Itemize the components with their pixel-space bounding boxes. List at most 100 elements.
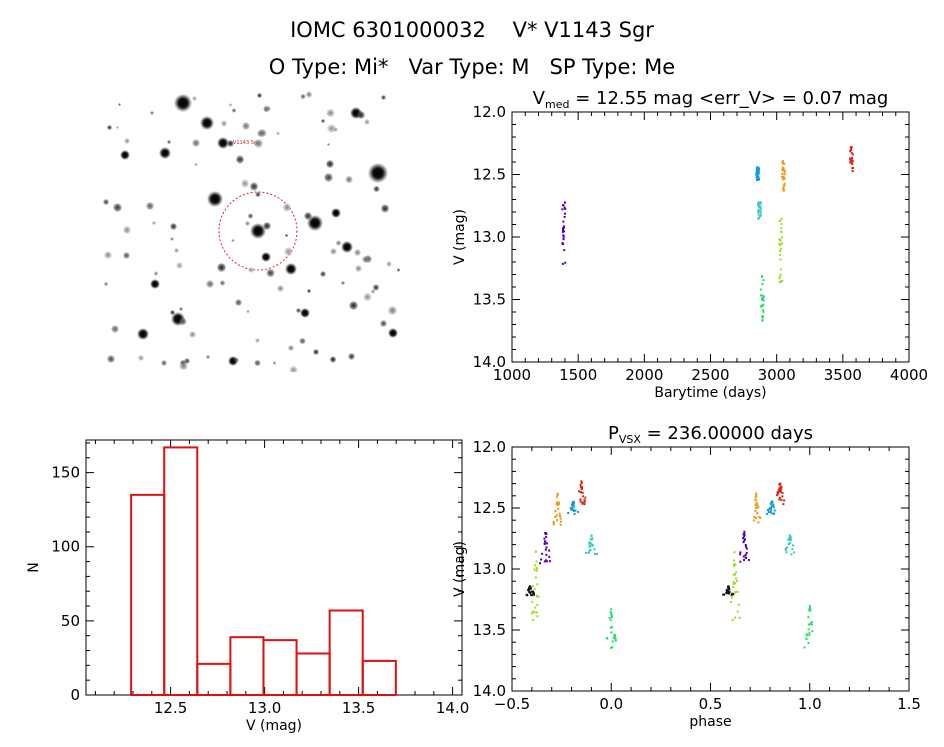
ph-point: [530, 612, 533, 615]
ph-point: [577, 510, 580, 513]
ph-point: [757, 521, 760, 524]
ph-point: [560, 520, 563, 523]
ph-point: [581, 502, 584, 505]
star: [387, 306, 397, 316]
lc-point: [563, 212, 566, 215]
lc-point: [761, 297, 764, 300]
ph-point: [732, 582, 735, 585]
ph-point: [727, 590, 730, 593]
ph-point: [743, 530, 746, 533]
ph-point: [593, 548, 596, 551]
star: [217, 137, 229, 149]
hist-xtick-label: 13.5: [342, 699, 375, 717]
lc-point: [851, 167, 854, 170]
ph-point: [534, 576, 537, 579]
star: [170, 223, 178, 230]
lc-point: [849, 147, 852, 150]
ph-point: [614, 639, 617, 642]
star: [323, 172, 333, 182]
ph-point: [771, 512, 774, 515]
lc-point: [762, 295, 765, 298]
ph-xtick-label: 0.5: [699, 695, 723, 713]
ph-point: [734, 582, 737, 585]
lc-point: [778, 243, 781, 246]
ph-point: [593, 552, 596, 555]
ph-frame: [511, 446, 910, 692]
ph-point: [558, 515, 561, 518]
lc-point: [781, 169, 784, 172]
lc-point: [757, 217, 760, 220]
ph-point: [557, 503, 560, 506]
star: [380, 94, 387, 101]
ph-point: [754, 504, 757, 507]
target-circle: [218, 191, 298, 271]
star: [226, 140, 234, 148]
ph-point: [739, 551, 742, 554]
ph-point: [609, 646, 612, 649]
lc-point: [782, 167, 785, 170]
ph-point: [809, 622, 812, 625]
ph-point: [541, 552, 544, 555]
lc-point: [562, 225, 565, 228]
star: [220, 120, 228, 127]
star: [116, 126, 120, 130]
lc-xtick-label: 4000: [890, 366, 928, 384]
lc-point: [756, 166, 759, 169]
lc-point: [781, 176, 784, 179]
ph-point: [792, 544, 795, 547]
star: [103, 198, 109, 205]
ph-point: [756, 504, 759, 507]
ph-point: [769, 503, 772, 506]
ph-point: [734, 590, 737, 593]
lc-point: [779, 247, 782, 250]
star: [159, 147, 171, 159]
ph-point: [772, 506, 775, 509]
ph-point: [743, 533, 746, 536]
lc-point: [757, 178, 760, 181]
ph-point: [732, 593, 735, 596]
ph-point: [731, 592, 734, 595]
ph-point: [808, 606, 811, 609]
lc-point: [755, 172, 758, 175]
lc-point: [778, 219, 781, 222]
lc-point: [757, 216, 760, 219]
lc-point: [762, 310, 765, 313]
star: [386, 261, 392, 267]
hist-xtick-label: 12.5: [154, 699, 187, 717]
lc-point: [850, 152, 853, 155]
lc-point: [561, 228, 564, 231]
ph-point: [534, 606, 537, 609]
ph-point: [754, 510, 757, 513]
ph-point: [583, 501, 586, 504]
star: [178, 307, 183, 312]
ph-point: [810, 621, 813, 624]
lc-point: [783, 177, 786, 180]
ph-point: [770, 509, 773, 512]
hist-bar: [229, 636, 265, 697]
lc-point: [756, 170, 759, 173]
lc-point: [756, 174, 759, 177]
ph-point: [744, 538, 747, 541]
ph-point: [742, 533, 745, 536]
star: [254, 359, 261, 367]
ph-point: [793, 551, 796, 554]
ph-point: [743, 559, 746, 562]
ph-point: [734, 563, 737, 566]
ph-point: [580, 480, 583, 483]
lc-point: [562, 234, 565, 237]
ph-point: [548, 560, 551, 563]
ph-point: [589, 542, 592, 545]
lc-point: [850, 158, 853, 161]
star: [112, 203, 122, 213]
ph-point: [533, 611, 536, 614]
lc-point: [782, 160, 785, 163]
star: [300, 93, 306, 100]
lc-point: [781, 280, 784, 283]
ph-point: [738, 616, 741, 619]
lc-point: [780, 280, 783, 283]
star: [206, 355, 211, 360]
lc-point: [779, 239, 782, 242]
star: [255, 191, 261, 197]
ph-point: [540, 558, 543, 561]
ph-point: [745, 551, 748, 554]
